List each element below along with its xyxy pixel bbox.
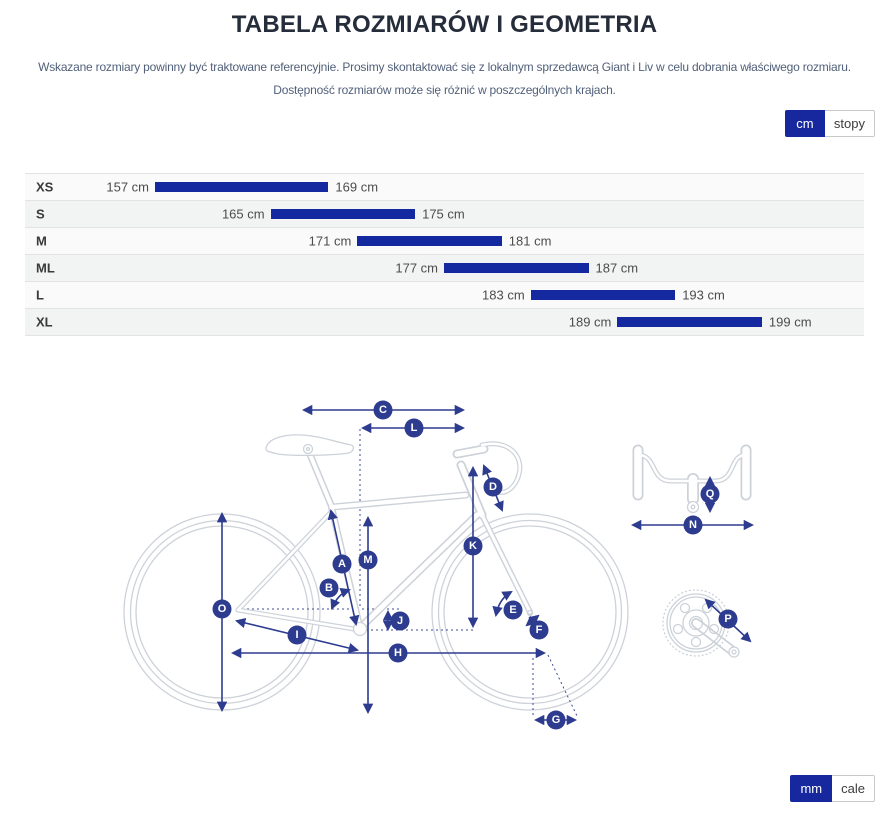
size-row-l: L 183 cm 193 cm [25,282,864,309]
dim-badge-O-wheel: O [212,599,232,619]
size-label: M [36,233,47,249]
svg-text:A: A [338,558,346,570]
svg-text:D: D [489,481,497,493]
range-from-label: 171 cm [308,233,352,249]
size-row-s: S 165 cm 175 cm [25,201,864,228]
dim-badge-F: F [529,620,549,640]
dim-badge-N: N [683,515,703,535]
range-to-label: 187 cm [595,260,639,276]
size-row-xl: XL 189 cm 199 cm [25,309,864,336]
dim-badge-C: C [373,400,393,420]
svg-text:O: O [218,603,227,615]
range-from-label: 165 cm [221,206,265,222]
size-label: ML [36,260,55,276]
dimension-badges: C L D K A M B J O I H E F G N Q P [212,400,738,730]
size-label: S [36,206,45,222]
height-range-bar [617,317,762,327]
svg-text:K: K [469,540,477,552]
dim-badge-I: I [287,625,307,645]
dim-badge-B: B [319,578,339,598]
dim-badge-G: G [546,710,566,730]
size-row-ml: ML 177 cm 187 cm [25,255,864,282]
size-label: XS [36,179,54,195]
range-to-label: 181 cm [508,233,552,249]
saddle [265,434,355,457]
dim-badge-M: M [358,550,378,570]
height-unit-cm-button[interactable]: cm [784,110,825,137]
svg-text:M: M [363,554,372,566]
dim-badge-A: A [332,554,352,574]
height-range-bar [270,209,416,219]
height-range-bar [530,290,676,300]
height-unit-stopy-button[interactable]: stopy [824,110,875,137]
svg-text:J: J [397,615,403,627]
svg-text:Q: Q [706,488,715,500]
svg-text:C: C [379,404,387,416]
dimension-arrows [216,404,755,726]
svg-text:H: H [394,647,402,659]
dim-badge-J: J [390,611,410,631]
geometry-unit-toggle: mm cale [0,775,889,802]
size-row-xs: XS 157 cm 169 cm [25,174,864,201]
dim-badge-L: L [404,418,424,438]
intro-text: Wskazane rozmiary powinny być traktowane… [0,56,889,102]
dim-badge-Q: Q [700,484,720,504]
height-range-bar [357,236,502,246]
size-label: L [36,287,44,303]
size-label: XL [36,314,53,330]
dim-badge-H: H [388,643,408,663]
range-to-label: 175 cm [422,206,465,222]
intro-line-2: Dostępność rozmiarów może się różnić w p… [273,83,616,97]
svg-text:G: G [552,714,561,726]
page-title: TABELA ROZMIARÓW I GEOMETRIA [231,11,658,38]
geometry-unit-cale-button[interactable]: cale [832,775,875,802]
svg-text:L: L [411,422,418,434]
range-to-label: 169 cm [335,179,379,195]
intro-line-1: Wskazane rozmiary powinny być traktowane… [38,60,851,74]
svg-text:P: P [724,613,731,625]
height-unit-toggle: cm stopy [0,110,889,137]
svg-text:F: F [536,624,543,636]
size-row-m: M 171 cm 181 cm [25,228,864,255]
height-range-bar [444,263,589,273]
dim-badge-D: D [483,477,503,497]
range-from-label: 189 cm [568,314,612,330]
svg-text:I: I [295,629,298,641]
dim-badge-K: K [463,536,483,556]
front-wheel [431,513,629,711]
size-table: XS 157 cm 169 cm S 165 cm 175 cm M 171 cm 181 cm… [25,173,864,336]
svg-text:B: B [325,582,333,594]
range-from-label: 183 cm [482,287,525,303]
construction-lines [237,429,578,717]
geometry-unit-mm-button[interactable]: mm [790,775,833,802]
svg-text:E: E [509,604,516,616]
range-from-label: 177 cm [395,260,438,276]
bottom-bracket [352,621,368,637]
height-range-bar [155,182,329,192]
range-to-label: 193 cm [682,287,725,303]
svg-text:N: N [689,519,697,531]
range-from-label: 157 cm [106,179,149,195]
dim-badge-P: P [718,609,738,629]
handlebar-detail [686,500,700,514]
dim-badge-E: E [503,600,523,620]
range-to-label: 199 cm [768,314,812,330]
geometry-diagram: C L D K A M B J O I H E F G N Q P [123,400,755,730]
